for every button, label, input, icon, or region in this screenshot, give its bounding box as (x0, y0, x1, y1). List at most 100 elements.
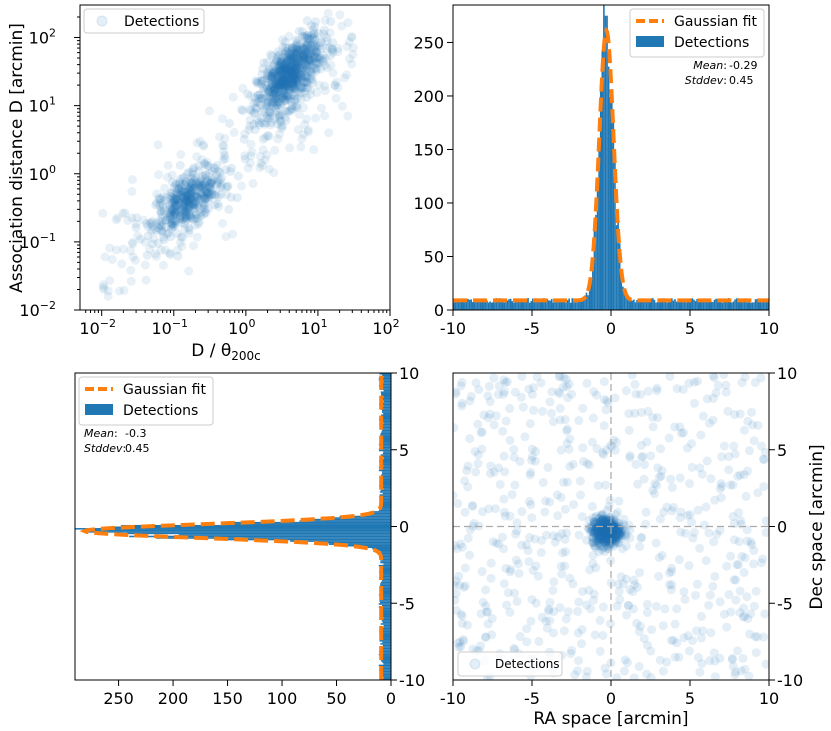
scatter-point (597, 525, 607, 535)
scatter-point (166, 188, 176, 198)
scatter-point (170, 202, 180, 212)
scatter-point (453, 423, 459, 433)
scatter-point (594, 525, 604, 535)
scatter-point (280, 94, 290, 104)
scatter-point (595, 528, 605, 538)
scatter-point (268, 85, 278, 95)
scatter-point (692, 376, 702, 386)
scatter-point (266, 50, 276, 60)
scatter-point (282, 91, 292, 101)
scatter-point (605, 522, 615, 532)
scatter-point (597, 510, 607, 520)
scatter-point (611, 527, 621, 537)
scatter-point (284, 55, 294, 65)
scatter-point (600, 531, 610, 541)
scatter-point (612, 528, 622, 538)
scatter-point (268, 93, 278, 103)
scatter-point (697, 658, 707, 668)
scatter-point (594, 535, 604, 545)
scatter-point (276, 54, 286, 64)
scatter-point (277, 78, 287, 88)
scatter-point (704, 528, 714, 538)
scatter-point (275, 66, 285, 76)
histogram-bar (603, 5, 605, 310)
scatter-point (182, 207, 192, 217)
scatter-point (177, 191, 187, 201)
scatter-point (562, 424, 572, 434)
scatter-point (279, 94, 289, 104)
scatter-point (194, 181, 204, 191)
scatter-point (601, 534, 611, 544)
histogram-bar (378, 653, 391, 656)
histogram-bar (324, 517, 391, 519)
y-tick-label: 5 (777, 441, 787, 460)
scatter-point (600, 521, 610, 531)
histogram-bar (557, 300, 559, 310)
scatter-point (182, 214, 192, 224)
scatter-point (303, 71, 313, 81)
scatter-point (168, 193, 178, 203)
scatter-point (597, 516, 607, 526)
scatter-point (202, 190, 212, 200)
scatter-point (598, 509, 608, 519)
histogram-bar (464, 298, 466, 310)
scatter-point (715, 484, 725, 494)
scatter-point (611, 528, 621, 538)
histogram-bar (381, 477, 391, 479)
scatter-point (522, 637, 532, 647)
histogram-bar (683, 301, 686, 310)
scatter-point (98, 280, 108, 290)
scatter-point (175, 179, 185, 189)
scatter-point (285, 54, 295, 64)
scatter-point (171, 194, 181, 204)
scatter-point (301, 60, 311, 70)
scatter-point (738, 612, 748, 622)
scatter-point (595, 525, 605, 535)
scatter-point (675, 513, 685, 523)
scatter-point (344, 37, 354, 47)
scatter-point (155, 224, 165, 234)
scatter-point (269, 72, 279, 82)
scatter-point (98, 208, 108, 218)
scatter-point (292, 48, 302, 58)
scatter-point (616, 531, 626, 541)
scatter-point (256, 76, 266, 86)
scatter-point (128, 252, 138, 262)
hist-side-stddev-label: Stddev: (84, 442, 126, 455)
scatter-point (279, 80, 289, 90)
scatter-point (591, 523, 601, 533)
scatter-point (600, 526, 610, 536)
y-tick-label: 200 (413, 87, 444, 106)
scatter-point (641, 507, 651, 517)
histogram-bar (663, 298, 665, 310)
scatter-point (607, 526, 617, 536)
scatter-point (693, 652, 703, 662)
histogram-bar (380, 554, 391, 556)
histogram-bar (381, 675, 391, 677)
scatter-point (455, 637, 465, 647)
scatter-point (610, 530, 620, 540)
scatter-point (453, 490, 458, 500)
histogram-bar (383, 400, 391, 403)
scatter-point (600, 532, 610, 542)
scatter-point (293, 71, 303, 81)
scatter-point (178, 232, 188, 242)
scatter-point (215, 178, 225, 188)
y-tick-label: 10 (399, 364, 419, 383)
scatter-point (627, 373, 637, 380)
scatter-point (189, 191, 199, 201)
scatter-point (555, 603, 565, 613)
scatter-point (181, 210, 191, 220)
scatter-point (601, 669, 611, 679)
scatter-point (257, 107, 267, 117)
scatter-point (610, 534, 620, 544)
scatter-point (166, 191, 176, 201)
scatter-point (271, 84, 281, 94)
scatter-point (286, 65, 296, 75)
scatter-point (273, 107, 283, 117)
histogram-bar (378, 448, 391, 450)
scatter-point (170, 207, 180, 217)
scatter-point (284, 50, 294, 60)
scatter-point (166, 211, 176, 221)
